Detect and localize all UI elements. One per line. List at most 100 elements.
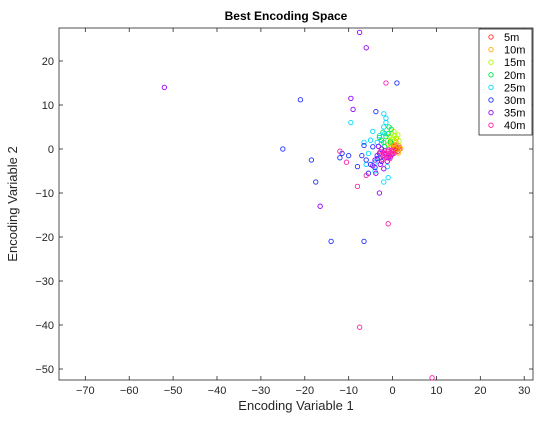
- data-point: [372, 157, 378, 163]
- data-point: [377, 161, 383, 168]
- y-tick-label: 20: [42, 56, 54, 68]
- data-point: [367, 137, 374, 143]
- y-tick-label: 10: [42, 100, 54, 112]
- x-tick-label: 20: [474, 385, 486, 397]
- data-point: [346, 152, 352, 159]
- data-point: [381, 124, 387, 130]
- legend-label: 5m: [504, 32, 519, 44]
- x-tick-label: 30: [518, 385, 530, 397]
- legend-item: 5m: [488, 32, 519, 44]
- data-point: [381, 166, 387, 172]
- y-tick-label: −30: [35, 276, 54, 288]
- y-tick-label: −40: [35, 320, 54, 332]
- data-point: [380, 156, 386, 163]
- data-point: [337, 155, 343, 161]
- data-point: [377, 148, 383, 155]
- data-point: [348, 119, 354, 126]
- data-point: [396, 138, 402, 144]
- data-point: [350, 106, 356, 113]
- data-point: [297, 97, 304, 103]
- x-axis-label: Encoding Variable 1: [238, 398, 353, 413]
- data-point: [361, 142, 367, 149]
- data-point: [370, 144, 376, 150]
- legend-item: 15m: [488, 57, 525, 69]
- data-point: [385, 174, 391, 181]
- chart-title: Best Encoding Space: [225, 9, 348, 23]
- legend-item: 35m: [488, 108, 525, 120]
- data-point: [398, 145, 404, 152]
- legend-item: 25m: [488, 82, 525, 94]
- x-tick-label: 0: [389, 385, 395, 397]
- legend-label: 15m: [504, 57, 525, 69]
- data-point: [376, 133, 383, 139]
- legend-box: [478, 28, 533, 136]
- data-point: [429, 375, 435, 381]
- legend-marker: [488, 122, 494, 128]
- axis-ticks: −70 −60 −50 −40 −30 −20 −10 0 10 20 30 −50 −40 −30 −20…: [35, 28, 533, 397]
- data-point: [381, 111, 387, 117]
- data-point: [359, 152, 365, 159]
- data-point: [386, 134, 392, 140]
- legend-item: 40m: [488, 120, 525, 132]
- data-point: [317, 203, 323, 209]
- data-point: [383, 80, 389, 86]
- x-tick-label: 10: [430, 385, 442, 397]
- data-point: [363, 172, 369, 179]
- data-points: [161, 29, 435, 381]
- x-tick-label: −20: [295, 385, 314, 397]
- data-point: [375, 143, 382, 150]
- x-tick-label: −70: [76, 385, 95, 397]
- x-tick-label: −30: [252, 385, 271, 397]
- data-point: [313, 179, 319, 185]
- data-point: [337, 148, 343, 154]
- data-point: [356, 324, 363, 330]
- legend-marker: [488, 34, 494, 40]
- legend-label: 30m: [504, 95, 525, 107]
- legend-item: 30m: [488, 95, 525, 107]
- legend-marker: [488, 97, 494, 103]
- data-point: [361, 238, 367, 245]
- data-point: [161, 84, 167, 91]
- data-point: [365, 150, 372, 157]
- legend-label: 40m: [504, 120, 525, 132]
- legend-marker: [488, 109, 494, 116]
- legend-marker: [488, 46, 494, 53]
- data-point: [356, 29, 363, 36]
- data-point: [280, 146, 286, 152]
- legend-marker: [488, 59, 494, 65]
- data-point: [385, 221, 391, 227]
- y-axis-label: Encoding Variable 2: [5, 146, 20, 261]
- x-tick-label: −60: [120, 385, 139, 397]
- y-tick-label: −50: [35, 364, 54, 376]
- x-tick-label: −50: [164, 385, 183, 397]
- data-point: [348, 95, 354, 102]
- legend-marker: [488, 72, 494, 78]
- legend-label: 20m: [504, 70, 525, 82]
- y-tick-label: −10: [35, 188, 54, 200]
- y-tick-label: 0: [48, 144, 54, 156]
- data-point: [308, 157, 315, 163]
- data-point: [382, 130, 388, 137]
- legend-label: 10m: [504, 45, 525, 57]
- data-point: [382, 151, 389, 157]
- data-point: [390, 148, 397, 155]
- data-point: [383, 134, 389, 140]
- data-point: [376, 190, 383, 196]
- y-tick-label: −20: [35, 232, 54, 244]
- legend-item: 10m: [488, 45, 525, 57]
- data-point: [343, 159, 350, 165]
- data-point: [376, 134, 383, 141]
- x-tick-label: −40: [208, 385, 227, 397]
- series-40m: [337, 80, 435, 381]
- data-point: [385, 147, 392, 153]
- data-point: [354, 183, 361, 190]
- legend-item: 20m: [488, 70, 525, 82]
- data-point: [370, 163, 376, 169]
- data-point: [381, 179, 387, 185]
- x-tick-label: −10: [339, 385, 358, 397]
- data-point: [363, 157, 369, 163]
- data-point: [354, 163, 361, 170]
